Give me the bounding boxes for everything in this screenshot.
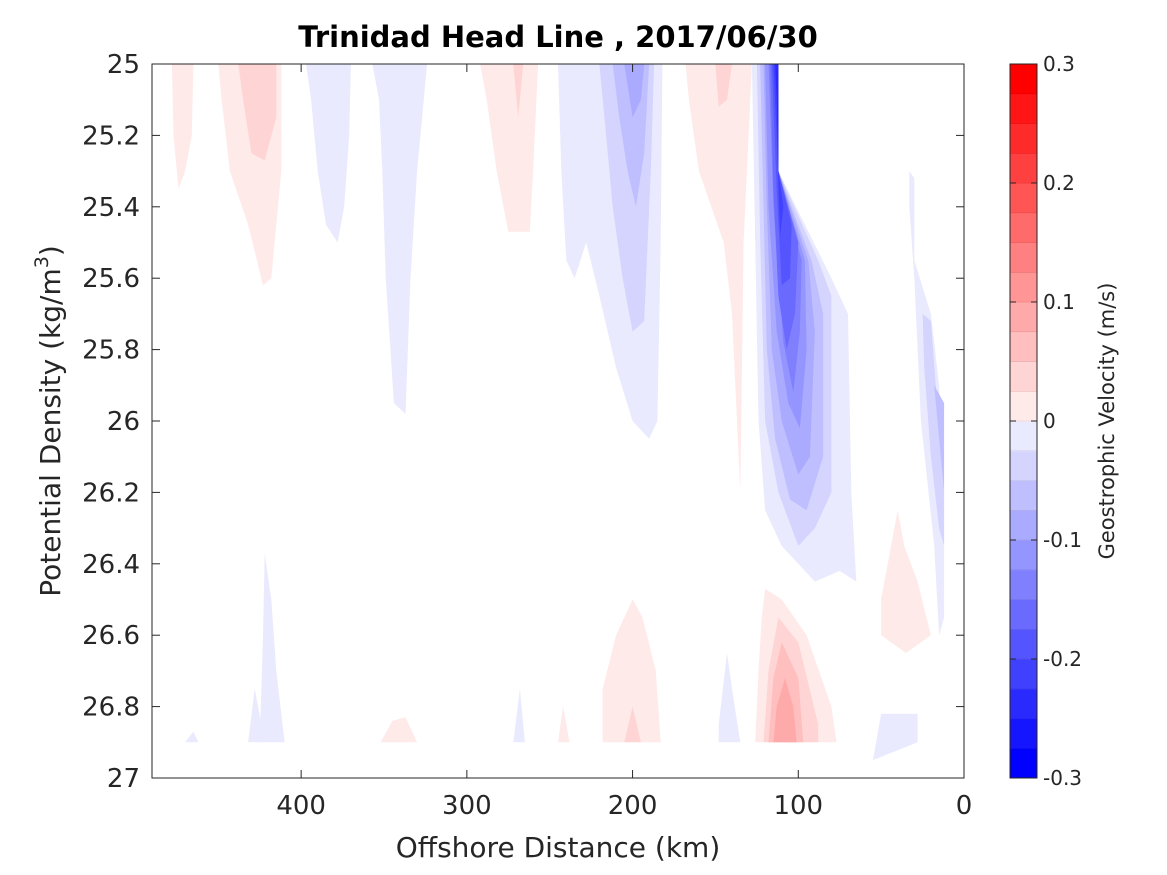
- colorbar-tick-label: 0.2: [1043, 171, 1075, 195]
- contour-region-neg-30: [513, 688, 525, 743]
- colorbar-band: [1010, 153, 1037, 184]
- y-tick-label: 26.8: [82, 693, 140, 723]
- x-tick-label: 100: [773, 791, 823, 821]
- colorbar-band: [1010, 272, 1037, 303]
- x-tick-label: 0: [956, 791, 973, 821]
- y-tick-label: 26.6: [82, 621, 140, 651]
- colorbar-band: [1010, 183, 1037, 214]
- colorbar-band: [1010, 361, 1037, 392]
- colorbar-band: [1010, 540, 1037, 571]
- y-tick-label: 26.2: [82, 478, 140, 508]
- colorbar-band: [1010, 391, 1037, 422]
- colorbar-band: [1010, 510, 1037, 541]
- y-tick-label: 25.6: [82, 264, 140, 294]
- contour-region-pos-0: [171, 64, 194, 189]
- colorbar-tick-label: 0: [1043, 409, 1056, 433]
- x-axis-label: Offshore Distance (km): [396, 831, 721, 864]
- colorbar-tick-label: -0.2: [1043, 647, 1082, 671]
- contour-region-neg-23: [909, 171, 945, 636]
- contour-region-neg-25: [934, 385, 945, 493]
- colorbar-ticks: 0.3 0.2 0.1 0 -0.1 -0.2 -0.3: [1010, 52, 1082, 790]
- y-tick-label: 25.2: [82, 121, 140, 151]
- colorbar-band: [1010, 331, 1037, 362]
- chart-title: Trinidad Head Line , 2017/06/30: [298, 20, 818, 54]
- contour-region-neg-24: [922, 313, 945, 546]
- colorbar-band: [1010, 242, 1037, 273]
- colorbar-tick-label: -0.3: [1043, 766, 1082, 790]
- colorbar-band: [1010, 748, 1037, 779]
- colorbar-band: [1010, 718, 1037, 749]
- colorbar-band: [1010, 64, 1037, 95]
- colorbar-band: [1010, 212, 1037, 243]
- x-axis: 400 300 200 100 0: [276, 64, 972, 821]
- contour-fill-layer: [171, 64, 945, 761]
- colorbar-band: [1010, 599, 1037, 630]
- contour-region-pos-6: [513, 64, 524, 118]
- y-tick-label: 25.4: [82, 193, 140, 223]
- contour-region-neg-28: [259, 553, 285, 743]
- y-tick-label: 26: [107, 407, 140, 437]
- colorbar-tick-label: 0.1: [1043, 290, 1075, 314]
- colorbar-band: [1010, 480, 1037, 511]
- colorbar-band: [1010, 123, 1037, 154]
- contour-region-neg-3: [306, 64, 351, 243]
- contour-region-neg-10: [624, 64, 645, 118]
- y-axis-label-close: ): [34, 245, 67, 256]
- x-tick-label: 400: [276, 791, 326, 821]
- contour-region-neg-32: [872, 713, 918, 761]
- x-tick-label: 200: [608, 791, 658, 821]
- colorbar-band: [1010, 421, 1037, 452]
- contour-region-pos-35: [602, 599, 661, 743]
- y-tick-label: 27: [107, 764, 140, 794]
- colorbar: [1010, 64, 1037, 779]
- contour-region-neg-31: [718, 653, 741, 743]
- colorbar-band: [1010, 302, 1037, 333]
- contour-region-pos-34: [558, 706, 570, 743]
- colorbar-band: [1010, 688, 1037, 719]
- y-axis-label: Potential Density (kg/m3): [31, 245, 67, 597]
- contour-region-pos-26: [881, 510, 931, 653]
- contour-region-pos-5: [480, 64, 539, 232]
- y-tick-label: 25.8: [82, 336, 140, 366]
- contour-region-neg-4: [372, 64, 428, 414]
- contour-region-pos-33: [380, 717, 418, 743]
- colorbar-band: [1010, 93, 1037, 124]
- colorbar-tick-label: -0.1: [1043, 528, 1082, 552]
- colorbar-band: [1010, 629, 1037, 660]
- colorbar-band: [1010, 450, 1037, 481]
- contour-region-pos-2: [238, 64, 277, 161]
- contour-region-pos-36: [624, 706, 641, 743]
- contour-region-pos-11: [685, 64, 752, 493]
- y-tick-label: 26.4: [82, 550, 140, 580]
- y-axis: 25 25.2 25.4 25.6 25.8 26 26.2 26.4 26.6 26.8 27: [82, 50, 964, 794]
- y-axis-label-main: Potential Density (kg/m: [34, 268, 67, 597]
- colorbar-band: [1010, 569, 1037, 600]
- contour-region-pos-12: [715, 64, 732, 107]
- contour-region-pos-40: [773, 678, 797, 743]
- contour-region-neg-22: [775, 64, 779, 172]
- colorbar-band: [1010, 659, 1037, 690]
- x-tick-label: 300: [442, 791, 492, 821]
- colorbar-label: Geostrophic Velocity (m/s): [1095, 283, 1119, 560]
- colorbar-tick-label: 0.3: [1043, 52, 1075, 76]
- y-axis-label-superscript: 3: [31, 256, 53, 268]
- contour-region-neg-29: [185, 731, 199, 743]
- y-tick-label: 25: [107, 50, 140, 80]
